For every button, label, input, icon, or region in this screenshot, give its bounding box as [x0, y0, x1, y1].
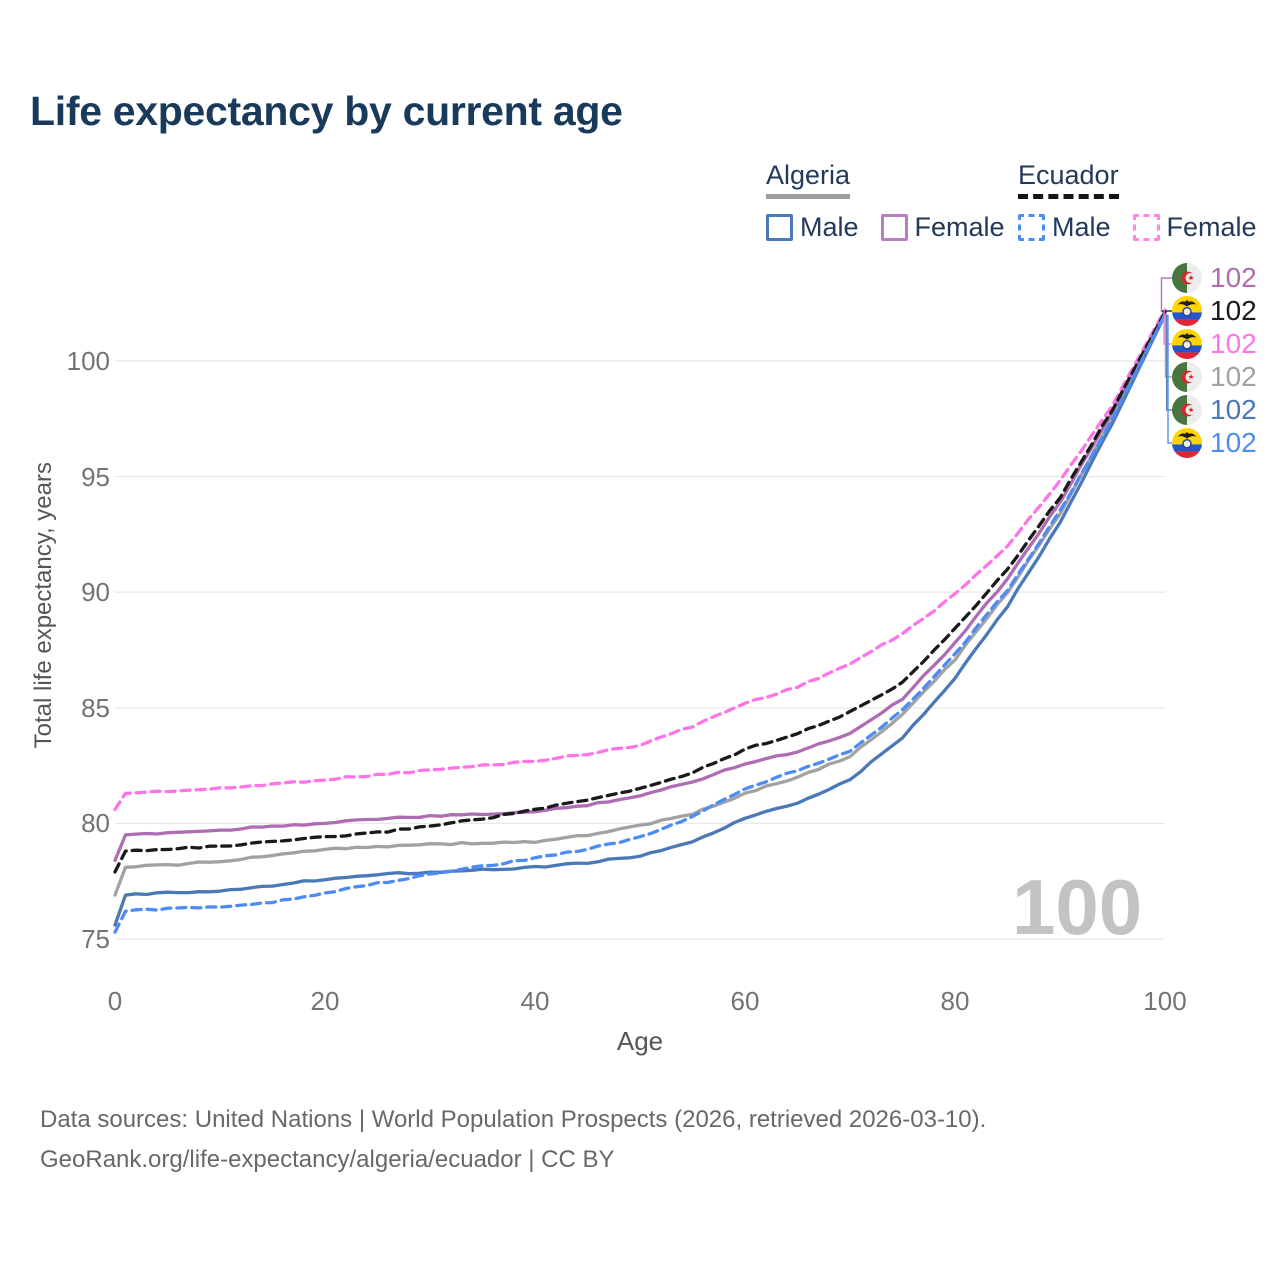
legend-swatch-icon [766, 214, 793, 241]
end-label-connector [1163, 310, 1172, 345]
legend-item-ecuador-male[interactable]: Male [1018, 212, 1111, 243]
series-line-algeria-male [113, 313, 1167, 927]
end-label-value: 102 [1210, 328, 1257, 359]
end-label-value: 102 [1210, 394, 1257, 425]
algeria-flag-icon [1172, 395, 1202, 425]
legend-group-ecuador: Ecuador Male Female [1018, 160, 1257, 243]
ecuador-flag-icon [1172, 329, 1202, 359]
legend-item-algeria-male[interactable]: Male [766, 212, 859, 243]
footer-data-sources: Data sources: United Nations | World Pop… [40, 1106, 987, 1133]
end-label-algeria-both-sexes: 102 [1172, 361, 1257, 393]
end-label-connector [1164, 314, 1172, 378]
ecuador-flag-icon [1172, 428, 1202, 458]
legend-swatch-icon [1132, 214, 1160, 241]
end-label-connector [1160, 277, 1172, 313]
legend-item-label: Male [800, 212, 859, 242]
series-line-ecuador-male [113, 313, 1167, 934]
legend-item-algeria-female[interactable]: Female [880, 212, 1005, 243]
legend-item-label: Female [914, 212, 1005, 242]
legend-country-label: Ecuador [1018, 160, 1119, 199]
x-tick-label: 20 [310, 986, 340, 1016]
legend-item-label: Male [1052, 212, 1111, 242]
x-tick-label: 40 [520, 986, 550, 1016]
end-label-connector [1167, 314, 1172, 444]
end-label-value: 102 [1210, 262, 1257, 293]
legend-item-label: Female [1166, 212, 1257, 242]
page-title: Life expectancy by current age [30, 88, 623, 134]
legend-country-label: Algeria [766, 160, 851, 199]
legend-item-ecuador-female[interactable]: Female [1132, 212, 1257, 243]
series-line-algeria-female [113, 310, 1167, 863]
legend-swatch-icon [880, 214, 908, 241]
algeria-flag-icon [1172, 362, 1202, 392]
end-label-algeria-male: 102 [1172, 394, 1257, 426]
ecuador-flag-icon [1172, 296, 1202, 326]
x-tick-label: 100 [1143, 986, 1187, 1016]
age-watermark: 100 [1012, 863, 1143, 951]
x-tick-label: 60 [730, 986, 760, 1016]
x-tick-label: 80 [940, 986, 970, 1016]
end-label-connector [1165, 314, 1172, 411]
end-label-algeria-female: 102 [1172, 262, 1257, 294]
y-tick-label: 100 [66, 345, 110, 376]
y-tick-label: 85 [81, 692, 110, 723]
y-axis-title: Total life expectancy, years [30, 462, 57, 749]
y-tick-label: 90 [81, 577, 110, 608]
legend-group-algeria: Algeria Male Female [766, 160, 1005, 243]
series-line-ecuador-female [113, 308, 1167, 812]
legend-swatch-icon [1018, 214, 1045, 241]
end-label-ecuador-both-sexes: 102 [1172, 295, 1257, 327]
y-tick-label: 95 [81, 461, 110, 492]
end-label-connector [1162, 310, 1172, 313]
end-label-ecuador-male: 102 [1172, 427, 1257, 459]
grid-lines [115, 360, 1165, 940]
x-tick-label: 0 [107, 986, 123, 1016]
y-tick-label: 80 [81, 808, 110, 839]
end-label-value: 102 [1210, 427, 1257, 458]
end-label-ecuador-female: 102 [1172, 328, 1257, 360]
end-label-value: 102 [1210, 361, 1257, 392]
series-line-ecuador-both-sexes [113, 310, 1167, 874]
end-label-value: 102 [1210, 295, 1257, 326]
y-tick-label: 75 [81, 924, 110, 954]
x-axis-title: Age [616, 1026, 664, 1056]
algeria-flag-icon [1172, 263, 1202, 293]
footer-attribution: GeoRank.org/life-expectancy/algeria/ecua… [40, 1146, 615, 1173]
series-line-algeria-both-sexes [113, 313, 1167, 897]
